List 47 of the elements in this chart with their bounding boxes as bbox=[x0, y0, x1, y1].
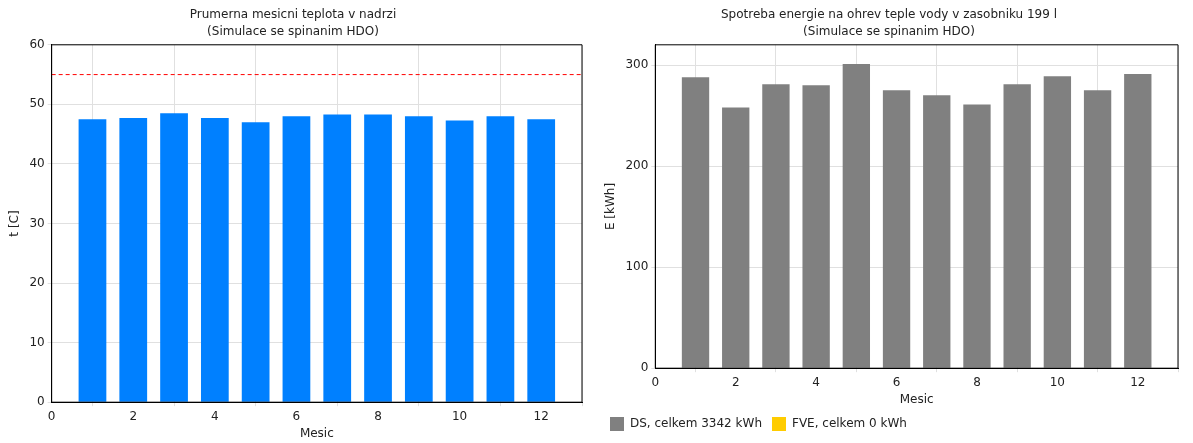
y-tick-label: 60 bbox=[29, 36, 45, 51]
y-tick-label: 50 bbox=[29, 96, 45, 111]
y-tick-label: 0 bbox=[640, 360, 649, 375]
bar bbox=[1083, 90, 1112, 368]
x-tick-label: 4 bbox=[211, 408, 219, 423]
bar bbox=[762, 84, 790, 368]
bar bbox=[842, 64, 871, 368]
y-axis-title: E [kWh] bbox=[603, 182, 618, 231]
x-tick-label: 10 bbox=[1049, 374, 1066, 389]
chart-subtitle: (Simulace se spinanim HDO) bbox=[803, 23, 975, 38]
x-tick-label: 2 bbox=[129, 408, 138, 423]
bar bbox=[802, 85, 830, 368]
chart-subtitle: (Simulace se spinanim HDO) bbox=[207, 23, 379, 38]
bar bbox=[1043, 76, 1072, 368]
x-tick-label: 6 bbox=[892, 374, 901, 389]
x-tick-label: 2 bbox=[731, 374, 740, 389]
bar bbox=[1124, 74, 1152, 368]
x-tick-label: 0 bbox=[47, 408, 56, 423]
bar bbox=[882, 90, 911, 368]
x-tick-label: 6 bbox=[292, 408, 301, 423]
x-tick-label: 12 bbox=[1130, 374, 1146, 389]
x-tick-label: 10 bbox=[451, 408, 468, 423]
bar bbox=[1003, 84, 1031, 368]
x-tick-label: 12 bbox=[533, 408, 549, 423]
y-tick-label: 40 bbox=[29, 156, 45, 171]
y-tick-label: 0 bbox=[37, 394, 45, 409]
x-tick-label: 8 bbox=[973, 374, 981, 389]
x-tick-label: 0 bbox=[651, 374, 660, 389]
x-tick-label: 4 bbox=[812, 374, 820, 389]
y-tick-label: 100 bbox=[625, 259, 649, 274]
y-tick-label: 20 bbox=[29, 275, 45, 290]
chart-title: Spotreba energie na ohrev teple vody v zasobniku 199 l bbox=[720, 7, 1058, 22]
y-axis-title: t [C] bbox=[7, 210, 22, 237]
bar bbox=[923, 95, 951, 368]
bar bbox=[681, 77, 710, 368]
y-tick-label: 300 bbox=[625, 57, 649, 72]
legend-label: FVE, celkem 0 kWh bbox=[791, 416, 907, 431]
chart-title: Prumerna mesicni teplota v nadrzi bbox=[189, 7, 397, 22]
x-tick-label: 8 bbox=[374, 408, 382, 423]
legend-label: DS, celkem 3342 kWh bbox=[630, 416, 762, 431]
x-axis-title: Mesic bbox=[299, 425, 334, 440]
y-tick-label: 10 bbox=[29, 334, 45, 349]
bar bbox=[722, 107, 750, 368]
x-axis-title: Mesic bbox=[899, 391, 934, 406]
bar bbox=[963, 104, 991, 368]
y-tick-label: 200 bbox=[625, 158, 649, 173]
y-tick-label: 30 bbox=[29, 215, 45, 230]
